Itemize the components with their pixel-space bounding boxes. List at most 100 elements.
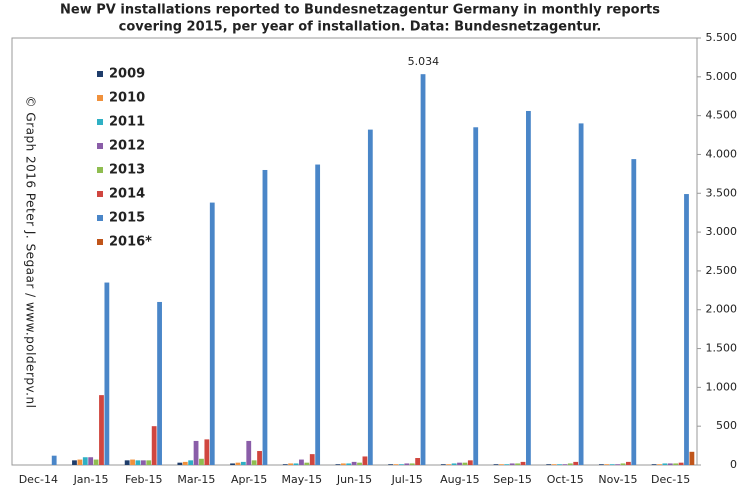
x-tick-label: Aug-15 — [440, 473, 479, 486]
bar — [282, 464, 288, 465]
bar — [340, 463, 346, 465]
x-tick-label: May-15 — [282, 473, 323, 486]
bar — [662, 463, 668, 465]
bar — [673, 463, 679, 465]
legend-swatch — [97, 239, 103, 245]
chart-title: New PV installations reported to Bundesn… — [60, 3, 660, 18]
bar — [188, 460, 194, 465]
bar — [473, 127, 479, 466]
bar — [77, 459, 83, 465]
legend-swatch — [97, 167, 103, 173]
bar — [520, 461, 526, 465]
bar — [257, 451, 262, 465]
bar — [462, 462, 468, 465]
bar — [240, 461, 246, 465]
bar — [104, 282, 110, 465]
bar — [288, 463, 294, 465]
bar — [551, 464, 557, 465]
bar — [609, 464, 615, 465]
bar — [451, 463, 457, 465]
bar — [235, 462, 241, 465]
bar — [446, 464, 452, 465]
bar — [573, 461, 579, 465]
bar — [135, 460, 141, 465]
bar — [440, 464, 446, 465]
x-tick-label: Jul-15 — [391, 473, 423, 486]
legend-swatch — [97, 71, 103, 77]
bar — [51, 455, 57, 465]
y-tick-label: 2.000 — [706, 303, 738, 316]
legend-swatch — [97, 191, 103, 197]
x-tick-label: Feb-15 — [125, 473, 162, 486]
bar — [404, 463, 410, 465]
legend-swatch — [97, 215, 103, 221]
bar — [509, 463, 515, 465]
bar — [393, 464, 399, 465]
bar — [651, 464, 657, 465]
bar — [493, 464, 499, 465]
y-tick-label: 4.000 — [706, 147, 738, 160]
bar — [299, 459, 304, 465]
legend-label: 2012 — [109, 139, 145, 154]
bar — [631, 159, 637, 465]
data-label: 5.034 — [408, 55, 440, 68]
bar — [562, 464, 568, 465]
bar — [567, 463, 573, 465]
bar — [657, 464, 662, 465]
bar — [578, 123, 584, 466]
legend-label: 2013 — [109, 163, 145, 178]
bar — [140, 460, 146, 465]
legend-label: 2010 — [109, 91, 145, 106]
bar — [684, 194, 689, 466]
bar — [415, 458, 421, 465]
bar — [304, 462, 310, 465]
legend-swatch — [97, 119, 103, 125]
bar — [604, 464, 610, 465]
bar — [409, 463, 415, 465]
x-tick-label: Nov-15 — [598, 473, 637, 486]
y-tick-label: 5.500 — [706, 31, 738, 44]
bar — [346, 463, 352, 465]
y-tick-label: 1.000 — [706, 380, 738, 393]
bar — [88, 457, 94, 465]
bar — [309, 454, 315, 465]
bar — [678, 462, 684, 465]
copyright-annotation: © Graph 2016 Peter J. Segaar / www.polde… — [24, 96, 38, 409]
bar — [93, 459, 99, 465]
bar — [315, 164, 321, 465]
bar — [667, 463, 673, 465]
bar — [367, 129, 373, 466]
legend-swatch — [97, 143, 103, 149]
bar — [357, 462, 362, 465]
bar — [193, 440, 199, 465]
bar — [177, 462, 183, 465]
legend-label: 2015 — [109, 211, 145, 226]
bar — [230, 463, 235, 465]
bar — [335, 464, 341, 465]
bar — [615, 464, 620, 465]
x-tick-label: Jun-15 — [336, 473, 372, 486]
y-tick-label: 1.500 — [706, 342, 738, 355]
bar — [99, 395, 104, 465]
bar — [526, 110, 531, 465]
y-tick-label: 500 — [716, 419, 737, 432]
bar — [499, 464, 504, 465]
bar — [130, 459, 135, 465]
y-tick-label: 2.500 — [706, 264, 738, 277]
bar — [146, 460, 152, 465]
bar — [204, 439, 210, 465]
x-tick-label: Oct-15 — [547, 473, 584, 486]
bar — [182, 461, 188, 465]
bar — [246, 440, 252, 465]
y-tick-label: 4.500 — [706, 109, 738, 122]
x-tick-label: Apr-15 — [231, 473, 267, 486]
bar — [199, 458, 204, 465]
bar — [388, 464, 394, 465]
bar — [467, 460, 473, 465]
bar — [620, 463, 626, 465]
legend-label: 2009 — [109, 67, 145, 82]
bar — [82, 457, 88, 465]
x-tick-label: Dec-15 — [651, 473, 690, 486]
bar — [625, 461, 631, 465]
bar — [457, 462, 462, 465]
